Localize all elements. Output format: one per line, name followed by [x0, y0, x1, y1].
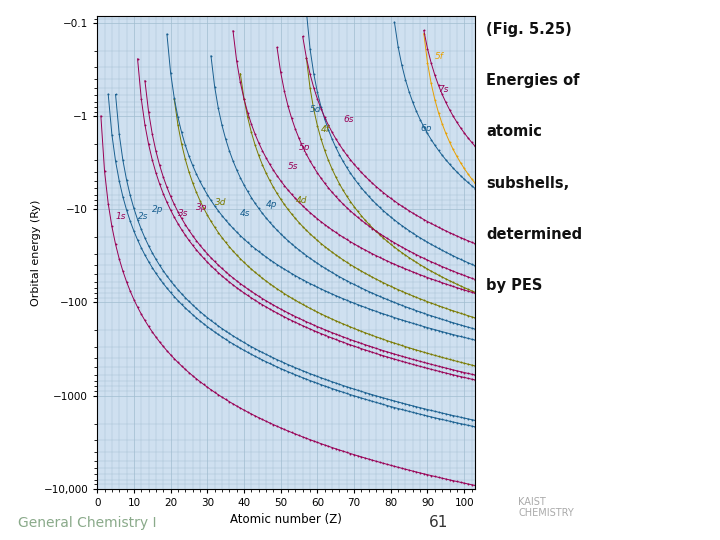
- Text: 5p: 5p: [299, 144, 310, 152]
- Text: (Fig. 5.25): (Fig. 5.25): [486, 22, 572, 37]
- Text: atomic: atomic: [486, 124, 542, 139]
- Text: 3p: 3p: [197, 202, 208, 212]
- Text: 2s: 2s: [138, 212, 148, 221]
- Text: 3s: 3s: [178, 208, 189, 218]
- Text: by PES: by PES: [486, 278, 542, 293]
- Text: 6p: 6p: [420, 124, 432, 133]
- Text: 4p: 4p: [266, 200, 277, 210]
- Text: 4f: 4f: [321, 125, 330, 134]
- Text: 61: 61: [428, 515, 448, 530]
- Text: 5s: 5s: [288, 162, 299, 171]
- Text: 4d: 4d: [295, 195, 307, 205]
- Text: subshells,: subshells,: [486, 176, 570, 191]
- Text: 3d: 3d: [215, 198, 226, 207]
- Text: 2p: 2p: [152, 205, 163, 214]
- Text: 5f: 5f: [435, 52, 444, 61]
- Text: 6s: 6s: [343, 116, 354, 124]
- Text: 1s: 1s: [115, 212, 126, 221]
- Text: Energies of: Energies of: [486, 73, 580, 88]
- Text: determined: determined: [486, 227, 582, 242]
- Text: 5d: 5d: [310, 105, 322, 114]
- Text: KAIST
CHEMISTRY: KAIST CHEMISTRY: [518, 497, 574, 518]
- X-axis label: Atomic number (Z): Atomic number (Z): [230, 514, 342, 526]
- Text: 4s: 4s: [240, 208, 251, 218]
- Text: 7s: 7s: [438, 85, 449, 94]
- Text: General Chemistry I: General Chemistry I: [18, 516, 156, 530]
- Y-axis label: Orbital energy (Ry): Orbital energy (Ry): [31, 199, 40, 306]
